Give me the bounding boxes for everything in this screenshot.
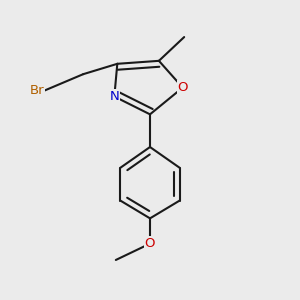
Text: O: O <box>177 81 188 94</box>
Text: N: N <box>110 90 119 103</box>
Text: O: O <box>145 237 155 250</box>
Text: Br: Br <box>30 84 44 97</box>
